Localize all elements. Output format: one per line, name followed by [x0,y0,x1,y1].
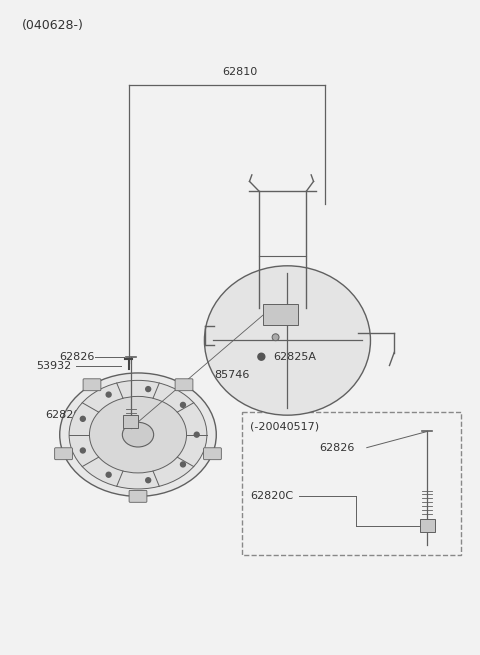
Ellipse shape [60,373,216,496]
Text: 62826: 62826 [60,352,95,362]
Circle shape [272,334,279,341]
Ellipse shape [122,422,154,447]
Circle shape [80,417,85,421]
Ellipse shape [204,266,371,415]
Circle shape [180,462,185,467]
FancyBboxPatch shape [420,519,435,532]
Text: 62810: 62810 [222,67,258,77]
FancyBboxPatch shape [175,379,193,390]
FancyBboxPatch shape [129,491,147,502]
Text: 62820C: 62820C [250,491,293,501]
Circle shape [146,386,151,392]
Circle shape [106,472,111,477]
FancyBboxPatch shape [204,448,221,460]
Text: 62825A: 62825A [273,352,316,362]
FancyBboxPatch shape [123,415,138,428]
Circle shape [258,353,265,360]
Ellipse shape [69,381,207,489]
FancyBboxPatch shape [242,412,461,555]
Text: 53932: 53932 [36,362,71,371]
FancyBboxPatch shape [83,379,101,390]
Text: 85746: 85746 [214,369,249,380]
Circle shape [106,392,111,397]
Text: (040628-): (040628-) [22,19,84,32]
Text: 62820C: 62820C [46,410,89,420]
Circle shape [194,432,199,437]
Text: (-20040517): (-20040517) [250,422,319,432]
FancyBboxPatch shape [263,304,298,326]
Text: 62826: 62826 [319,443,354,453]
FancyBboxPatch shape [55,448,72,460]
Circle shape [180,402,185,407]
Circle shape [146,477,151,483]
Ellipse shape [89,396,187,473]
Circle shape [80,448,85,453]
